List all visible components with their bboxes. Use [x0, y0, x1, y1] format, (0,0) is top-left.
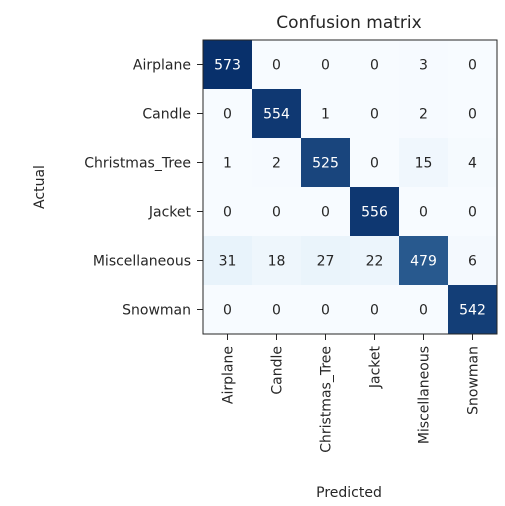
cell-value-r2-c1: 2 — [272, 156, 281, 172]
heatmap-cell-r0-c2 — [301, 40, 350, 89]
y-axis-label: Actual — [32, 165, 48, 209]
heatmap-cell-r3-c4 — [399, 187, 448, 236]
cell-value-r4-c2: 27 — [317, 254, 335, 270]
heatmap-cell-r5-c1 — [252, 285, 301, 334]
y-tick-label-1: Candle — [142, 107, 191, 123]
x-tick-label-0: Airplane — [221, 346, 237, 404]
heatmap-cell-r1-c2 — [301, 89, 350, 138]
cell-value-r2-c4: 15 — [415, 156, 433, 172]
heatmap-cell-r5-c0 — [203, 285, 252, 334]
heatmap-cell-r3-c2 — [301, 187, 350, 236]
x-tick-label-1: Candle — [270, 346, 286, 395]
heatmap-cell-r2-c3 — [350, 138, 399, 187]
heatmap-cell-r4-c5 — [448, 236, 497, 285]
cell-value-r1-c5: 0 — [468, 107, 477, 123]
heatmap-cell-r4-c3 — [350, 236, 399, 285]
cell-value-r0-c4: 3 — [419, 58, 428, 74]
cell-value-r1-c4: 2 — [419, 107, 428, 123]
cell-value-r3-c1: 0 — [272, 205, 281, 221]
cell-value-r5-c1: 0 — [272, 303, 281, 319]
cell-value-r1-c2: 1 — [321, 107, 330, 123]
y-tick-label-3: Jacket — [148, 205, 192, 221]
y-tick-label-0: Airplane — [133, 58, 191, 74]
heatmap-cell-r2-c5 — [448, 138, 497, 187]
x-tick-label-3: Jacket — [368, 345, 384, 389]
cell-value-r5-c5: 542 — [459, 303, 486, 319]
cell-value-r0-c3: 0 — [370, 58, 379, 74]
heatmap-cell-r1-c4 — [399, 89, 448, 138]
heatmap-cell-r2-c1 — [252, 138, 301, 187]
heatmap-cell-r5-c2 — [301, 285, 350, 334]
chart-title: Confusion matrix — [276, 13, 421, 33]
cell-value-labels: 573 0 0 0 3 0 0 554 1 0 2 0 1 2 525 0 15 4 0 0 0 556 0 0 31 18 27 2… — [214, 58, 486, 319]
cell-value-r3-c2: 0 — [321, 205, 330, 221]
x-axis-label: Predicted — [316, 485, 382, 501]
cell-value-r5-c2: 0 — [321, 303, 330, 319]
plot-frame — [202, 39, 498, 335]
heatmap-cell-r4-c0 — [203, 236, 252, 285]
cell-value-r3-c4: 0 — [419, 205, 428, 221]
cell-value-r2-c5: 4 — [468, 156, 477, 172]
x-tick-label-4: Miscellaneous — [417, 346, 433, 444]
heatmap-cell-r0-c4 — [399, 40, 448, 89]
heatmap-cell-r4-c2 — [301, 236, 350, 285]
cell-value-r2-c3: 0 — [370, 156, 379, 172]
x-axis-ticks: Airplane Candle Christmas_Tree Jacket Miscel… — [221, 334, 482, 453]
heatmap-cell-r4-c4 — [399, 236, 448, 285]
heatmap-cell-r0-c1 — [252, 40, 301, 89]
y-axis-ticks: Airplane Candle Christmas_Tree Jacket Miscel… — [84, 58, 203, 319]
cell-value-r5-c3: 0 — [370, 303, 379, 319]
heatmap-cell-r3-c5 — [448, 187, 497, 236]
y-tick-label-4: Miscellaneous — [93, 254, 191, 270]
x-tick-label-5: Snowman — [466, 346, 482, 415]
heatmap-cell-r5-c3 — [350, 285, 399, 334]
heatmap-cell-r2-c4 — [399, 138, 448, 187]
y-tick-label-2: Christmas_Tree — [84, 156, 191, 172]
x-tick-label-2: Christmas_Tree — [319, 346, 335, 453]
heatmap-cell-r0-c0 — [203, 40, 252, 89]
heatmap-cell-r1-c1 — [252, 89, 301, 138]
heatmap-cell-r1-c5 — [448, 89, 497, 138]
cell-value-r1-c0: 0 — [223, 107, 232, 123]
heatmap-cell-r5-c4 — [399, 285, 448, 334]
heatmap-cell-r2-c2 — [301, 138, 350, 187]
heatmap-cell-r3-c1 — [252, 187, 301, 236]
cell-value-r0-c1: 0 — [272, 58, 281, 74]
heatmap-cell-r5-c5 — [448, 285, 497, 334]
cell-value-r4-c4: 479 — [410, 254, 437, 270]
cell-value-r0-c2: 0 — [321, 58, 330, 74]
cell-value-r4-c1: 18 — [268, 254, 286, 270]
cell-value-r4-c3: 22 — [366, 254, 384, 270]
cell-value-r1-c1: 554 — [263, 107, 290, 123]
cell-value-r0-c0: 573 — [214, 58, 241, 74]
cell-value-r0-c5: 0 — [468, 58, 477, 74]
cell-value-r5-c0: 0 — [223, 303, 232, 319]
cell-value-r2-c0: 1 — [223, 156, 232, 172]
cell-value-r5-c4: 0 — [419, 303, 428, 319]
cell-value-r3-c3: 556 — [361, 205, 388, 221]
heatmap-cell-r1-c3 — [350, 89, 399, 138]
heatmap-cell-r3-c3 — [350, 187, 399, 236]
cell-value-r2-c2: 525 — [312, 156, 339, 172]
heatmap-cell-r4-c1 — [252, 236, 301, 285]
cell-value-r4-c0: 31 — [219, 254, 237, 270]
cell-value-r1-c3: 0 — [370, 107, 379, 123]
heatmap-cell-r0-c5 — [448, 40, 497, 89]
y-tick-label-5: Snowman — [122, 303, 191, 319]
heatmap-cell-r1-c0 — [203, 89, 252, 138]
cell-value-r3-c5: 0 — [468, 205, 477, 221]
cell-value-r3-c0: 0 — [223, 205, 232, 221]
heatmap-cell-r2-c0 — [203, 138, 252, 187]
heatmap-cell-r0-c3 — [350, 40, 399, 89]
cell-value-r4-c5: 6 — [468, 254, 477, 270]
heatmap-cell-r3-c0 — [203, 187, 252, 236]
heatmap-cells — [203, 40, 497, 334]
